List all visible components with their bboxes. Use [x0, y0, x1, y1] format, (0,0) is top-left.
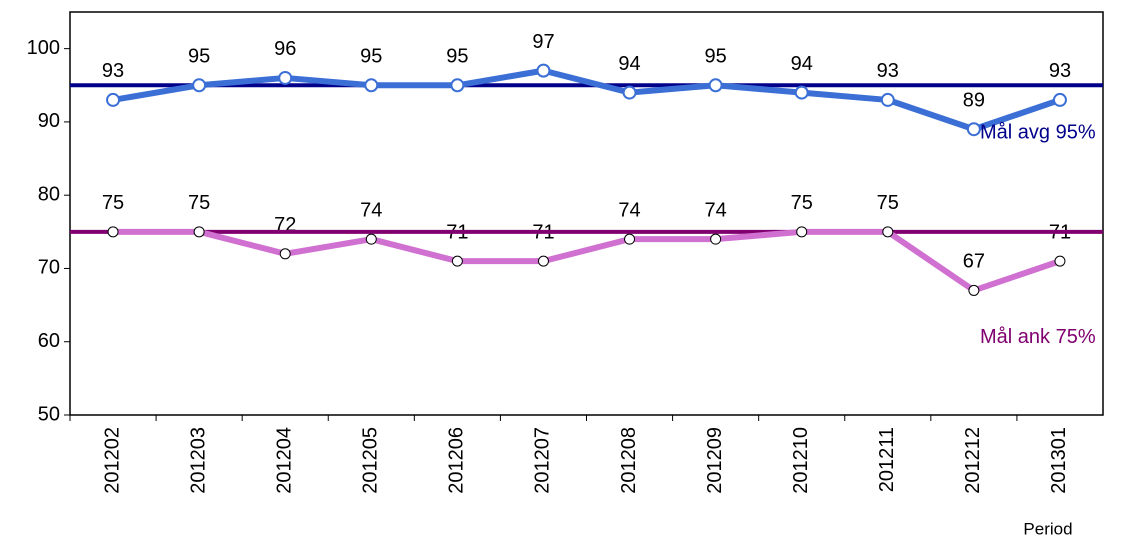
- reference-label: Mål avg 95%: [980, 122, 1096, 144]
- data-label: 75: [877, 192, 899, 214]
- x-axis-label: Period: [1023, 519, 1072, 538]
- reference-label: Mål ank 75%: [980, 326, 1096, 348]
- point: [365, 233, 377, 245]
- data-label: 93: [877, 60, 899, 82]
- data-label: 95: [446, 46, 468, 68]
- x-tick-label: 201301: [1048, 427, 1070, 494]
- data-label: 95: [705, 46, 727, 68]
- data-label: 94: [791, 53, 813, 75]
- point: [710, 233, 722, 245]
- point: [624, 233, 636, 245]
- data-label: 95: [360, 46, 382, 68]
- point: [622, 85, 637, 100]
- y-tick-label: 70: [38, 257, 60, 279]
- point: [966, 122, 981, 137]
- x-tick-label: 201205: [360, 427, 382, 494]
- point: [1052, 92, 1067, 107]
- data-label: 96: [274, 38, 296, 60]
- data-label: 97: [532, 31, 554, 53]
- series-line: [112, 67, 1061, 133]
- point: [364, 78, 379, 93]
- data-label: 93: [1049, 60, 1071, 82]
- point: [536, 63, 551, 78]
- data-label: 75: [791, 192, 813, 214]
- point: [106, 92, 121, 107]
- point: [708, 78, 723, 93]
- data-label: 95: [188, 46, 210, 68]
- point: [537, 255, 549, 267]
- y-tick-label: 90: [38, 110, 60, 132]
- point: [796, 226, 808, 238]
- y-tick-label: 100: [27, 37, 60, 59]
- data-label: 75: [188, 192, 210, 214]
- y-tick-label: 60: [38, 330, 60, 352]
- data-label: 74: [360, 199, 382, 221]
- point: [107, 226, 119, 238]
- y-tick-label: 80: [38, 183, 60, 205]
- point: [193, 226, 205, 238]
- data-label: 74: [705, 199, 727, 221]
- x-tick-label: 201204: [273, 427, 295, 494]
- data-label: 75: [102, 192, 124, 214]
- point: [882, 226, 894, 238]
- x-tick-label: 201212: [962, 427, 984, 494]
- x-tick-label: 201203: [187, 427, 209, 494]
- data-label: 94: [618, 53, 640, 75]
- x-tick-label: 201210: [790, 427, 812, 494]
- point: [451, 255, 463, 267]
- point: [794, 85, 809, 100]
- x-tick-label: 201208: [618, 427, 640, 494]
- point: [968, 284, 980, 296]
- x-tick-label: 201206: [446, 427, 468, 494]
- point: [1054, 255, 1066, 267]
- data-label: 93: [102, 60, 124, 82]
- point: [880, 92, 895, 107]
- data-label: 74: [618, 199, 640, 221]
- plot-area: [69, 11, 1104, 416]
- x-tick-label: 201209: [704, 427, 726, 494]
- point: [278, 70, 293, 85]
- series-line: [113, 228, 1061, 294]
- data-label: 67: [963, 251, 985, 273]
- x-tick-label: 201207: [532, 427, 554, 494]
- x-tick-label: 201211: [876, 427, 898, 492]
- y-tick-label: 50: [38, 403, 60, 425]
- x-tick-label: 201202: [101, 427, 123, 494]
- data-label: 89: [963, 90, 985, 112]
- point: [192, 78, 207, 93]
- point: [450, 78, 465, 93]
- point: [279, 248, 291, 260]
